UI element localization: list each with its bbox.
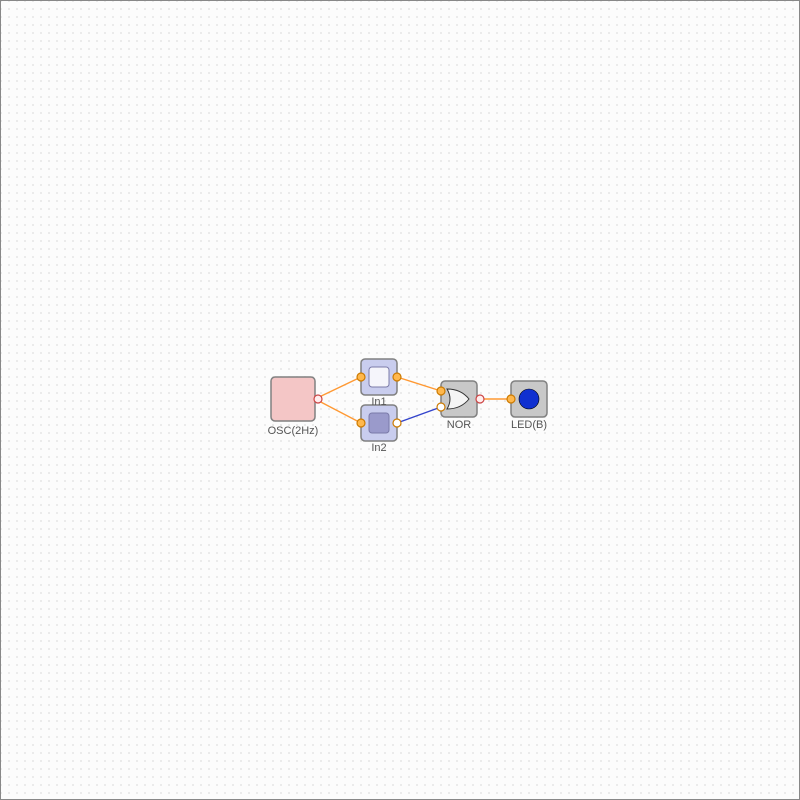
node-in2[interactable] [357, 405, 401, 441]
in1-label: In1 [349, 396, 409, 408]
in2-label: In2 [349, 442, 409, 454]
node-nor[interactable] [437, 381, 484, 417]
node-led[interactable] [507, 381, 547, 417]
nor-label: NOR [429, 419, 489, 431]
osc-label: OSC(2Hz) [249, 425, 337, 437]
led-label: LED(B) [495, 419, 563, 431]
circuit-canvas[interactable]: OSC(2Hz) In1 In2 NOR LED(B) [0, 0, 800, 800]
node-in1[interactable] [357, 359, 401, 395]
node-osc[interactable] [271, 377, 322, 421]
